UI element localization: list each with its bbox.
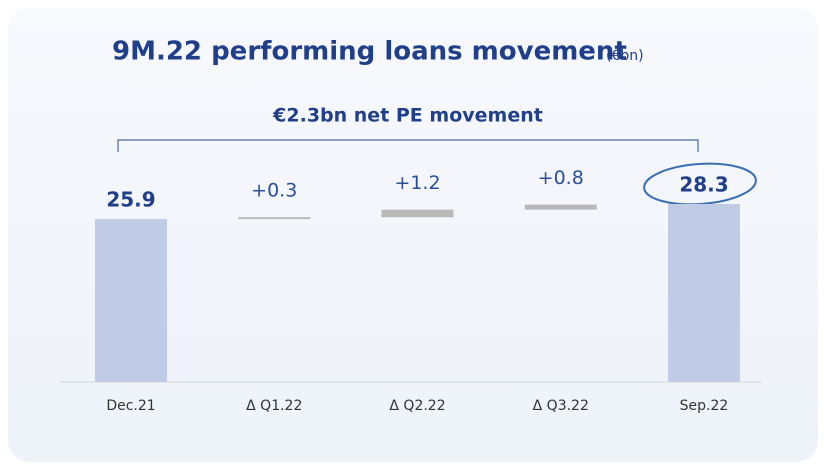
delta-bar: [238, 217, 311, 220]
value-label: +0.8: [538, 167, 584, 189]
x-tick-label: Δ Q3.22: [533, 398, 589, 414]
value-label: +0.3: [251, 180, 297, 202]
highlight-ellipse: [643, 162, 757, 206]
delta-bar: [381, 209, 454, 218]
x-tick-label: Dec.21: [106, 398, 155, 414]
total-bar: [668, 204, 740, 382]
value-label: 28.3: [679, 173, 728, 197]
total-bar: [95, 219, 167, 382]
x-tick-label: Sep.22: [680, 398, 729, 414]
x-tick-label: Δ Q1.22: [246, 398, 302, 414]
chart-title: 9M.22 performing loans movement: [112, 37, 627, 67]
value-label: 25.9: [106, 188, 155, 212]
value-label: +1.2: [394, 172, 440, 194]
unit-label: (€bn): [606, 48, 644, 64]
bracket: [117, 139, 699, 152]
annotation: €2.3bn net PE movement: [272, 105, 543, 127]
delta-bar: [524, 204, 597, 210]
card: [8, 8, 818, 462]
x-tick-label: Δ Q2.22: [389, 398, 445, 414]
